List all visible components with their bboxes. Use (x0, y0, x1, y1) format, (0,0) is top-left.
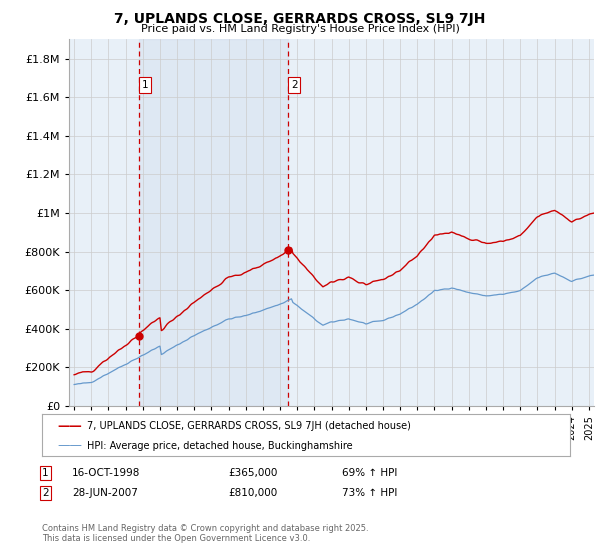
Text: 7, UPLANDS CLOSE, GERRARDS CROSS, SL9 7JH (detached house): 7, UPLANDS CLOSE, GERRARDS CROSS, SL9 7J… (87, 421, 411, 431)
Text: Price paid vs. HM Land Registry's House Price Index (HPI): Price paid vs. HM Land Registry's House … (140, 24, 460, 34)
Text: ——: —— (57, 419, 82, 433)
Text: Contains HM Land Registry data © Crown copyright and database right 2025.
This d: Contains HM Land Registry data © Crown c… (42, 524, 368, 543)
Text: 2: 2 (42, 488, 49, 498)
Text: 28-JUN-2007: 28-JUN-2007 (72, 488, 138, 498)
Text: 1: 1 (142, 80, 148, 90)
Text: 73% ↑ HPI: 73% ↑ HPI (342, 488, 397, 498)
Text: 69% ↑ HPI: 69% ↑ HPI (342, 468, 397, 478)
Text: £365,000: £365,000 (228, 468, 277, 478)
Text: ——: —— (57, 440, 82, 452)
Text: £810,000: £810,000 (228, 488, 277, 498)
Text: HPI: Average price, detached house, Buckinghamshire: HPI: Average price, detached house, Buck… (87, 441, 353, 451)
Text: 16-OCT-1998: 16-OCT-1998 (72, 468, 140, 478)
Text: 7, UPLANDS CLOSE, GERRARDS CROSS, SL9 7JH: 7, UPLANDS CLOSE, GERRARDS CROSS, SL9 7J… (115, 12, 485, 26)
Text: 2: 2 (291, 80, 298, 90)
Text: 1: 1 (42, 468, 49, 478)
Bar (139, 39, 289, 406)
